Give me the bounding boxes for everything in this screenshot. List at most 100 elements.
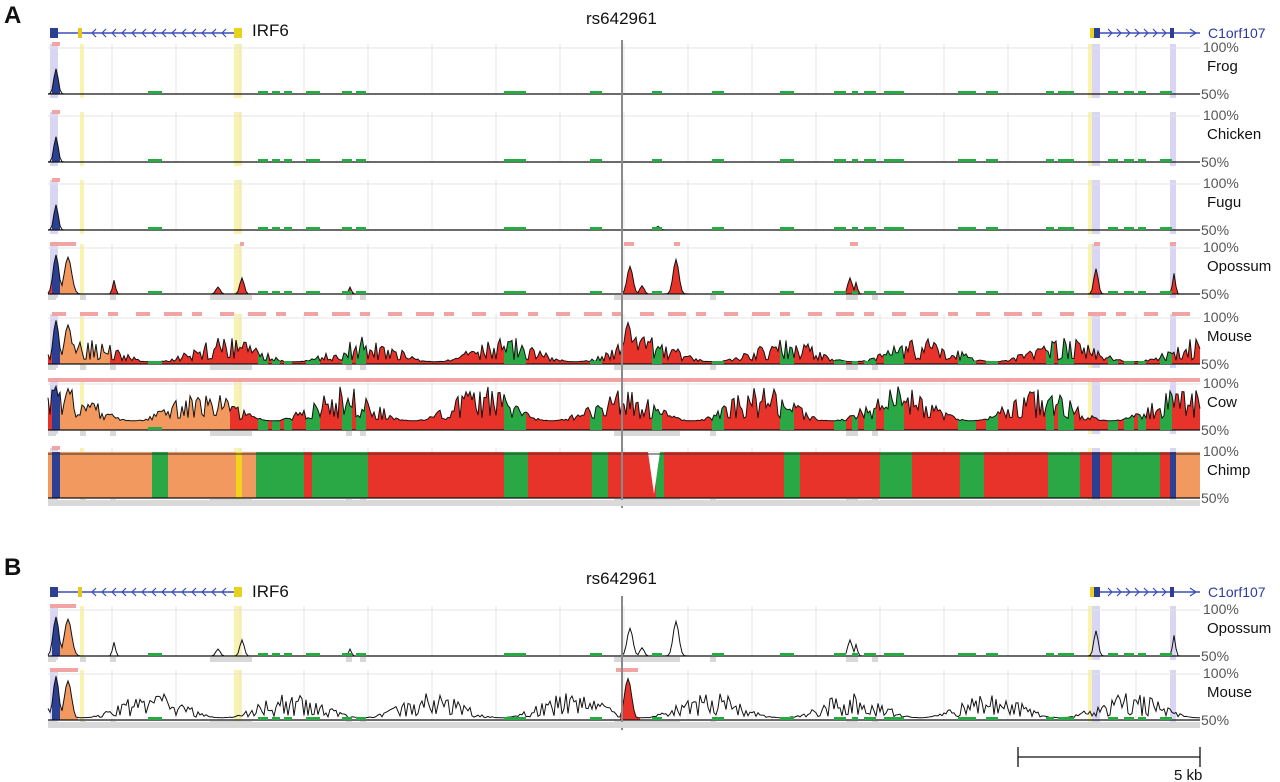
utr-highlight [1088, 44, 1092, 98]
repeat-mark [958, 91, 976, 94]
repeat-area [1160, 351, 1172, 364]
repeat-mark [356, 291, 366, 294]
utr-block [236, 452, 242, 498]
strand-arrow [91, 587, 97, 597]
repeat-mark [342, 291, 352, 294]
cns-marker [444, 312, 454, 316]
cns-marker [80, 312, 98, 316]
repeat-mark [652, 361, 662, 364]
cns-marker [192, 312, 202, 316]
cns-marker [696, 312, 706, 316]
cns-marker [724, 312, 738, 316]
repeat-mark [1160, 291, 1172, 294]
strand-arrow [1143, 28, 1149, 38]
gene-label-irf6-a: IRF6 [252, 21, 289, 40]
chimp-conservation-block [392, 452, 400, 498]
cns-marker [584, 312, 602, 316]
repeat-mark [1124, 653, 1134, 656]
chimp-conservation-block [288, 452, 296, 498]
conservation-profile [47, 320, 1201, 363]
repeat-mark [306, 361, 320, 364]
repeat-mark [958, 227, 976, 230]
strand-arrow [221, 587, 227, 597]
cns-marker [668, 312, 686, 316]
exon-area [52, 136, 60, 162]
cns-marker [780, 312, 790, 316]
exon-box [234, 587, 242, 597]
repeat-mark [834, 717, 846, 720]
chimp-conservation-block [544, 452, 552, 498]
repeat-mark [852, 227, 858, 230]
repeat-mark [590, 427, 602, 430]
chimp-conservation-block [512, 452, 520, 498]
repeat-mark [1058, 717, 1074, 720]
chimp-conservation-block [312, 452, 320, 498]
repeat-mark [258, 361, 268, 364]
utr-highlight [234, 670, 242, 724]
strand-arrow [1189, 28, 1198, 38]
repeat-mark [712, 427, 724, 430]
track-name: Chimp [1207, 462, 1250, 479]
chimp-conservation-block [808, 452, 816, 498]
chimp-conservation-block [1128, 452, 1136, 498]
chimp-conservation-block [320, 452, 328, 498]
exon-highlight [1170, 606, 1176, 660]
conservation-profile [47, 384, 1201, 422]
cns-marker [1060, 312, 1074, 316]
alignment-gap-bar [346, 295, 352, 300]
chimp-conservation-block [1104, 452, 1112, 498]
chimp-conservation-block [800, 452, 808, 498]
repeat-mark [884, 427, 904, 430]
chimp-conservation-block [504, 452, 512, 498]
repeat-mark [356, 653, 366, 656]
chimp-conservation-block [528, 452, 536, 498]
chimp-conservation-block [1072, 452, 1080, 498]
repeat-mark [780, 717, 794, 720]
repeat-mark [986, 653, 998, 656]
track-chimp: 100% Chimp 50% [48, 443, 1250, 506]
chimp-conservation-block [1120, 452, 1128, 498]
repeat-mark [342, 227, 352, 230]
repeat-mark [864, 653, 876, 656]
snp-label-a: rs642961 [586, 9, 657, 28]
chimp-conservation-block [448, 452, 456, 498]
repeat-mark [504, 717, 526, 720]
strand-arrow [141, 587, 147, 597]
track-50-label: 50% [1201, 356, 1229, 372]
chimp-conservation-block [88, 452, 96, 498]
chimp-conservation-block [680, 452, 688, 498]
alignment-gap-bar [110, 657, 116, 662]
chimp-conservation-block [600, 452, 608, 498]
strand-arrow [191, 587, 197, 597]
chimp-conservation-block [96, 452, 104, 498]
alignment-gap-bar [710, 431, 716, 436]
repeat-mark [272, 159, 280, 162]
repeat-mark [834, 291, 846, 294]
track-100-label: 100% [1203, 107, 1239, 123]
conservation-area [48, 386, 1200, 430]
chimp-conservation-block [400, 452, 408, 498]
chimp-conservation-block [384, 452, 392, 498]
repeat-mark [1160, 361, 1172, 364]
repeat-mark [958, 653, 976, 656]
chimp-conservation-block [656, 452, 664, 498]
repeat-area [1046, 341, 1054, 364]
chimp-conservation-block [432, 452, 440, 498]
repeat-mark [1108, 653, 1118, 656]
repeat-mark [1124, 227, 1134, 230]
exon-highlight [1092, 44, 1100, 98]
chimp-conservation-block [120, 452, 128, 498]
cns-marker [1094, 242, 1100, 246]
utr-highlight [234, 606, 242, 660]
chimp-conservation-block [816, 452, 824, 498]
repeat-mark [834, 227, 846, 230]
chimp-conservation-block [584, 452, 592, 498]
utr-highlight [234, 244, 242, 298]
repeat-mark [864, 91, 876, 94]
repeat-mark [884, 291, 904, 294]
repeat-mark [652, 717, 662, 720]
chimp-conservation-block [520, 452, 528, 498]
track-50-label: 50% [1201, 422, 1229, 438]
gene-model-c1orf107 [1090, 28, 1200, 38]
chimp-conservation-block [752, 452, 760, 498]
